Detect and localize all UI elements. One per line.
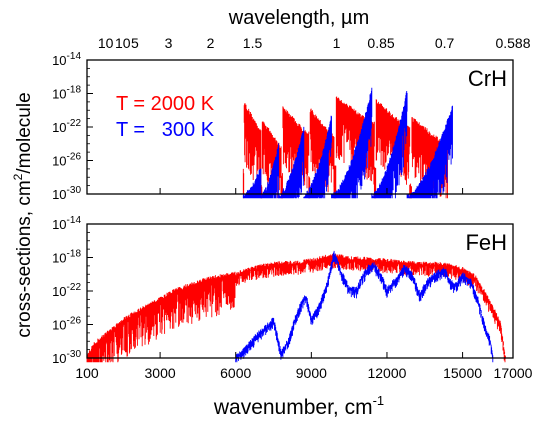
y-tick-label: 10-30 — [52, 185, 81, 202]
crh-series — [242, 87, 453, 199]
x-tick-label: 3000 — [145, 365, 176, 381]
top-tick-label: 2 — [207, 35, 215, 51]
top-tick-label: 0.588 — [495, 35, 530, 51]
panel-label-crh: CrH — [468, 66, 507, 91]
y-tick-label: 10-14 — [52, 215, 81, 232]
y-tick-label: 10-18 — [52, 85, 81, 102]
x-tick-label: 12000 — [367, 365, 406, 381]
y-tick-label: 10-14 — [52, 51, 81, 68]
top-tick-label: 0.85 — [367, 35, 394, 51]
top-tick-label: 1.5 — [243, 35, 263, 51]
plot-area-feh — [87, 224, 513, 358]
feh-series — [86, 250, 506, 363]
panel-label-feh: FeH — [465, 230, 507, 255]
x-tick-label: 6000 — [220, 365, 251, 381]
top-tick-label: 5 — [131, 35, 139, 51]
top-tick-label: 10 — [98, 35, 114, 51]
top-tick-label: 0.7 — [435, 35, 455, 51]
x-axis-label: wavenumber, cm-1 — [213, 393, 384, 419]
crh-y-ticks: 10-14 10-18 10-22 10-26 10-30 — [52, 51, 93, 202]
band-6 — [406, 105, 453, 199]
band-2 — [278, 126, 305, 199]
band-0 — [242, 103, 262, 199]
top-tick-label: 1 — [333, 35, 341, 51]
y-tick-label: 10-22 — [52, 282, 81, 299]
x-tick-label: 15000 — [443, 365, 482, 381]
top-axis-label: wavelength, µm — [228, 7, 369, 29]
y-axis-label: cross-sections, cm2/molecule — [11, 92, 35, 337]
panel-feh: 10-14 10-18 10-22 10-26 10-30 100 3000 6000 900… — [52, 188, 533, 419]
bottom-x-ticks: 100 3000 6000 9000 12000 15000 17000 — [75, 188, 533, 381]
series-2000k-feh — [86, 253, 506, 363]
feh-y-ticks: 10-14 10-18 10-22 10-26 10-30 — [52, 215, 93, 366]
band-3 — [303, 115, 332, 199]
x-tick-label: 9000 — [296, 365, 327, 381]
legend-entry-300k: T = 300 K — [116, 119, 215, 141]
legend-entry-2000k: T = 2000 K — [116, 93, 215, 115]
band-4 — [331, 87, 373, 199]
top-tick-label: 3 — [165, 35, 173, 51]
top-tick-label: 10 — [115, 35, 131, 51]
y-tick-label: 10-26 — [52, 152, 81, 169]
x-tick-label: 100 — [75, 365, 99, 381]
y-tick-label: 10-22 — [52, 118, 81, 135]
y-tick-label: 10-26 — [52, 316, 81, 333]
y-tick-label: 10-18 — [52, 249, 81, 266]
series-300k-feh — [235, 250, 494, 363]
panel-crh: wavelength, µm 10 10 5 3 2 1.5 1 0.85 0.7 0.588 1… — [52, 7, 531, 202]
x-tick-label: 17000 — [494, 365, 533, 381]
y-tick-label: 10-30 — [52, 349, 81, 366]
